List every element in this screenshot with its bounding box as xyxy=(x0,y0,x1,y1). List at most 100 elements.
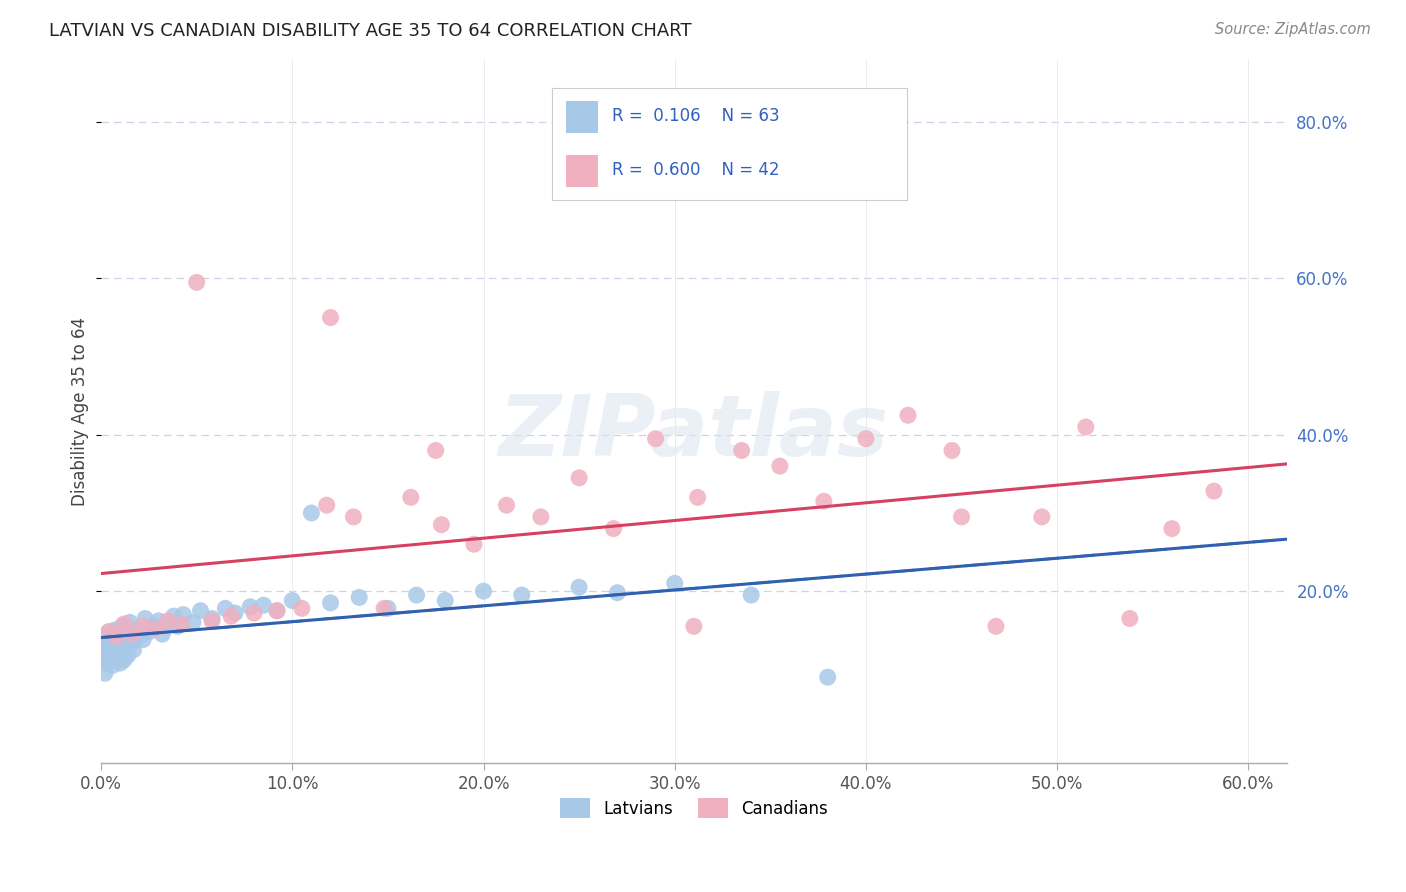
Point xyxy=(96,656,118,670)
Point xyxy=(96,631,118,645)
Point xyxy=(495,498,517,512)
Point xyxy=(101,658,124,673)
Point xyxy=(105,645,128,659)
Point xyxy=(281,593,304,607)
Point xyxy=(602,522,624,536)
Point xyxy=(172,607,194,622)
Point xyxy=(664,576,686,591)
Point xyxy=(163,609,186,624)
Point xyxy=(181,615,204,630)
Point xyxy=(108,656,131,670)
Point xyxy=(166,619,188,633)
Point xyxy=(112,639,135,653)
Point xyxy=(430,517,453,532)
Point xyxy=(103,650,125,665)
Point xyxy=(472,584,495,599)
Text: LATVIAN VS CANADIAN DISABILITY AGE 35 TO 64 CORRELATION CHART: LATVIAN VS CANADIAN DISABILITY AGE 35 TO… xyxy=(49,22,692,40)
Point xyxy=(769,459,792,474)
Point xyxy=(813,494,835,508)
Point xyxy=(644,432,666,446)
Point xyxy=(115,624,138,639)
Point xyxy=(97,653,120,667)
Point xyxy=(425,443,447,458)
Point xyxy=(112,653,135,667)
Text: ZIPatlas: ZIPatlas xyxy=(499,391,889,474)
Point xyxy=(399,491,422,505)
Point xyxy=(1031,509,1053,524)
Point xyxy=(266,604,288,618)
Legend: Latvians, Canadians: Latvians, Canadians xyxy=(553,791,835,825)
Point xyxy=(243,606,266,620)
Point xyxy=(686,491,709,505)
Point xyxy=(984,619,1007,633)
Point xyxy=(134,611,156,625)
Point xyxy=(121,635,143,649)
Point xyxy=(377,601,399,615)
Point xyxy=(111,619,134,633)
Point xyxy=(817,670,839,684)
Point xyxy=(315,498,337,512)
Point xyxy=(740,588,762,602)
Point xyxy=(510,588,533,602)
Point xyxy=(219,609,242,624)
Point xyxy=(97,635,120,649)
Point xyxy=(730,443,752,458)
Point xyxy=(118,615,141,630)
Point xyxy=(897,409,920,423)
Point xyxy=(107,627,129,641)
Point xyxy=(855,432,877,446)
Point xyxy=(950,509,973,524)
Point xyxy=(224,606,246,620)
Point xyxy=(124,624,146,638)
Point xyxy=(1119,611,1142,625)
Point xyxy=(108,642,131,657)
Point xyxy=(1074,420,1097,434)
Y-axis label: Disability Age 35 to 64: Disability Age 35 to 64 xyxy=(72,317,89,506)
Point xyxy=(530,509,553,524)
Point xyxy=(606,585,628,599)
Point xyxy=(214,601,236,615)
Point xyxy=(91,639,114,653)
Point xyxy=(405,588,427,602)
Point xyxy=(96,642,118,657)
Point xyxy=(138,624,160,639)
Point xyxy=(94,650,117,665)
Point xyxy=(101,637,124,651)
Point xyxy=(299,506,322,520)
Point xyxy=(319,310,342,325)
Point xyxy=(156,614,179,628)
Point xyxy=(1202,484,1225,499)
Point xyxy=(568,580,591,594)
Point xyxy=(148,614,170,628)
Point xyxy=(97,624,120,639)
Point xyxy=(121,627,143,641)
Point xyxy=(100,640,122,655)
Point xyxy=(122,642,145,657)
Point xyxy=(128,630,150,644)
Point xyxy=(186,276,208,290)
Point xyxy=(1160,522,1182,536)
Text: Source: ZipAtlas.com: Source: ZipAtlas.com xyxy=(1215,22,1371,37)
Point xyxy=(156,617,179,632)
Point xyxy=(105,630,128,644)
Point xyxy=(201,611,224,625)
Point xyxy=(347,591,370,605)
Point xyxy=(201,614,224,628)
Point xyxy=(190,604,212,618)
Point xyxy=(117,648,139,663)
Point xyxy=(170,617,193,632)
Point xyxy=(682,619,704,633)
Point xyxy=(252,599,274,613)
Point xyxy=(941,443,963,458)
Point xyxy=(112,617,135,632)
Point xyxy=(342,509,364,524)
Point xyxy=(100,648,122,663)
Point xyxy=(94,666,117,681)
Point xyxy=(266,604,288,618)
Point xyxy=(239,599,262,614)
Point xyxy=(142,619,165,633)
Point xyxy=(100,630,122,644)
Point xyxy=(143,622,166,636)
Point xyxy=(105,632,128,647)
Point xyxy=(463,537,485,551)
